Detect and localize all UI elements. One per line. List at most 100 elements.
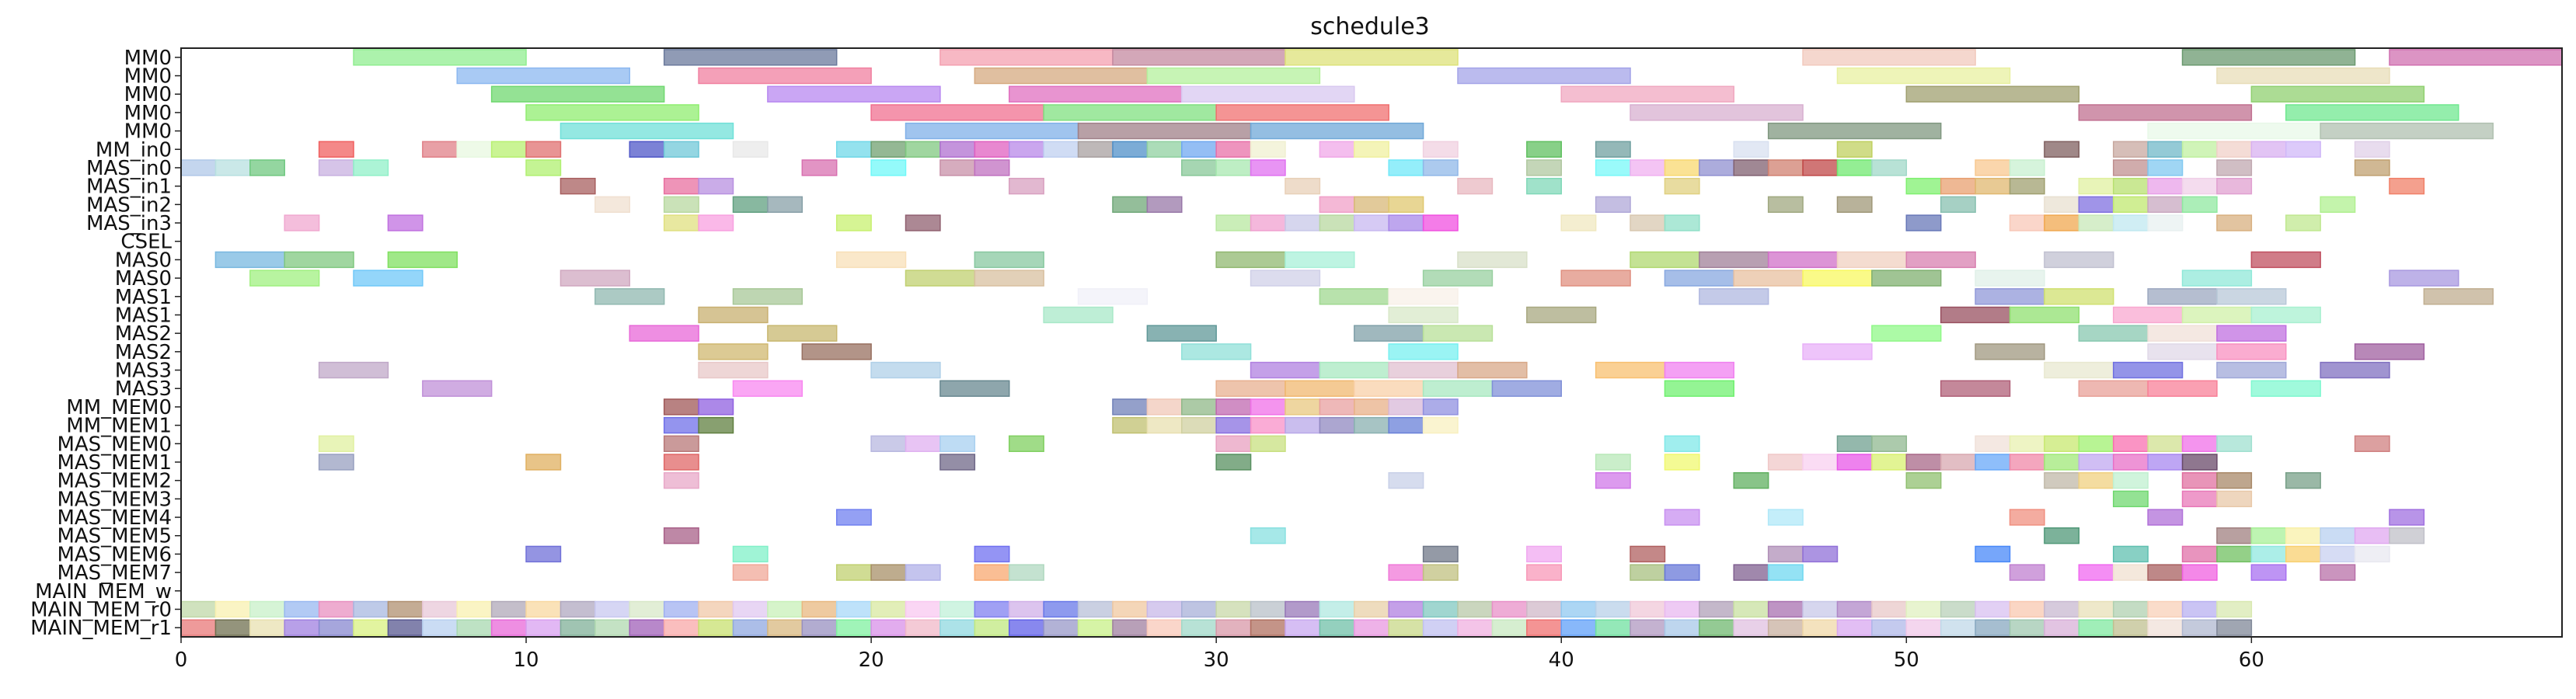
y-tick-label: MAS3	[115, 377, 172, 401]
task-bar	[2009, 159, 2045, 176]
y-tick-label: MM_in0	[96, 138, 172, 162]
task-bar	[870, 619, 907, 636]
y-tick-label: MAS_MEM2	[57, 470, 172, 493]
task-bar	[1491, 619, 1528, 636]
task-bar	[2389, 509, 2425, 526]
task-bar	[2389, 270, 2459, 287]
task-bar	[1905, 471, 1942, 489]
task-bar	[2389, 527, 2425, 544]
task-bar	[2181, 600, 2218, 618]
task-bar	[698, 306, 769, 324]
task-bar	[180, 159, 217, 176]
task-bar	[2216, 619, 2253, 636]
task-bar	[1250, 361, 1321, 379]
task-bar	[1008, 600, 1044, 618]
task-bar	[974, 251, 1044, 269]
task-bar	[2216, 67, 2390, 85]
task-bar	[2216, 545, 2253, 563]
task-bar	[2250, 527, 2287, 544]
task-bar	[1388, 288, 1459, 305]
task-bar	[318, 361, 389, 379]
task-bar	[1491, 380, 1562, 397]
task-bar	[1802, 270, 1873, 287]
y-tick-label: MAIN_MEM_r1	[30, 617, 172, 640]
task-bar	[318, 619, 354, 636]
task-bar	[1250, 122, 1424, 140]
task-bar	[905, 122, 1079, 140]
task-bar	[1215, 104, 1389, 121]
task-bar	[2147, 141, 2184, 158]
task-bar	[801, 343, 872, 360]
task-bar	[1146, 619, 1183, 636]
task-bar	[1940, 619, 1976, 636]
task-bar	[1975, 600, 2011, 618]
y-tick-label: MAS_in3	[86, 212, 172, 235]
task-bar	[1457, 67, 1631, 85]
task-bar	[2112, 490, 2149, 508]
task-bar	[456, 619, 493, 636]
task-bar	[1457, 600, 1494, 618]
task-bar	[1733, 159, 1769, 176]
y-tick-label: MAS_MEM0	[57, 433, 172, 456]
task-bar	[2044, 251, 2114, 269]
y-tick-label: MAS0	[115, 249, 172, 272]
y-tick-label: MAS_in0	[86, 157, 172, 180]
task-bar	[974, 619, 1010, 636]
task-bar	[1043, 600, 1079, 618]
task-bar	[1767, 619, 1804, 636]
task-bar	[1560, 270, 1631, 287]
task-bar	[2044, 141, 2080, 158]
y-tick-label: MAS_MEM7	[57, 562, 172, 585]
task-bar	[1664, 509, 1700, 526]
task-bar	[2216, 490, 2253, 508]
task-bar	[1285, 177, 1321, 195]
task-bar	[2009, 619, 2045, 636]
task-bar	[1354, 600, 1389, 618]
task-bar	[1871, 325, 1942, 342]
task-bar	[1285, 619, 1321, 636]
y-tick-label: MAS1	[115, 286, 172, 309]
task-bar	[1699, 619, 1735, 636]
task-bar	[2216, 527, 2253, 544]
task-bar	[1285, 398, 1321, 416]
task-bar	[2078, 471, 2114, 489]
task-bar	[2250, 306, 2321, 324]
task-bar	[1802, 619, 1839, 636]
task-bar	[1250, 398, 1286, 416]
task-bar	[767, 196, 803, 214]
task-bar	[1975, 288, 2045, 305]
task-bar	[1457, 361, 1528, 379]
task-bar	[732, 619, 769, 636]
task-bar	[318, 600, 354, 618]
task-bar	[1767, 600, 1804, 618]
task-bar	[525, 545, 562, 563]
task-bar	[2112, 619, 2149, 636]
task-bar	[2112, 196, 2149, 214]
task-bar	[767, 619, 803, 636]
task-bar	[2354, 343, 2425, 360]
task-bar	[2147, 325, 2218, 342]
task-bar	[1422, 270, 1494, 287]
task-bar	[353, 619, 389, 636]
task-bar	[1285, 49, 1459, 66]
task-bar	[1526, 564, 1562, 581]
task-bar	[801, 619, 838, 636]
task-bar	[2078, 325, 2149, 342]
task-bar	[525, 141, 562, 158]
task-bar	[801, 600, 838, 618]
task-bar	[698, 343, 769, 360]
task-bar	[870, 600, 907, 618]
task-bar	[284, 619, 320, 636]
task-bar	[1560, 600, 1597, 618]
task-bar	[939, 380, 1010, 397]
task-bar	[2147, 435, 2184, 452]
task-bar	[353, 49, 527, 66]
y-axis: MM0MM0MM0MM0MM0MM_in0MAS_in0MAS_in1MAS_i…	[30, 47, 181, 640]
task-bar	[2320, 361, 2390, 379]
task-bar	[2044, 527, 2080, 544]
task-bar	[249, 600, 285, 618]
task-bar	[629, 141, 665, 158]
task-bar	[663, 619, 699, 636]
task-bar	[214, 251, 285, 269]
task-bar	[1285, 416, 1321, 434]
